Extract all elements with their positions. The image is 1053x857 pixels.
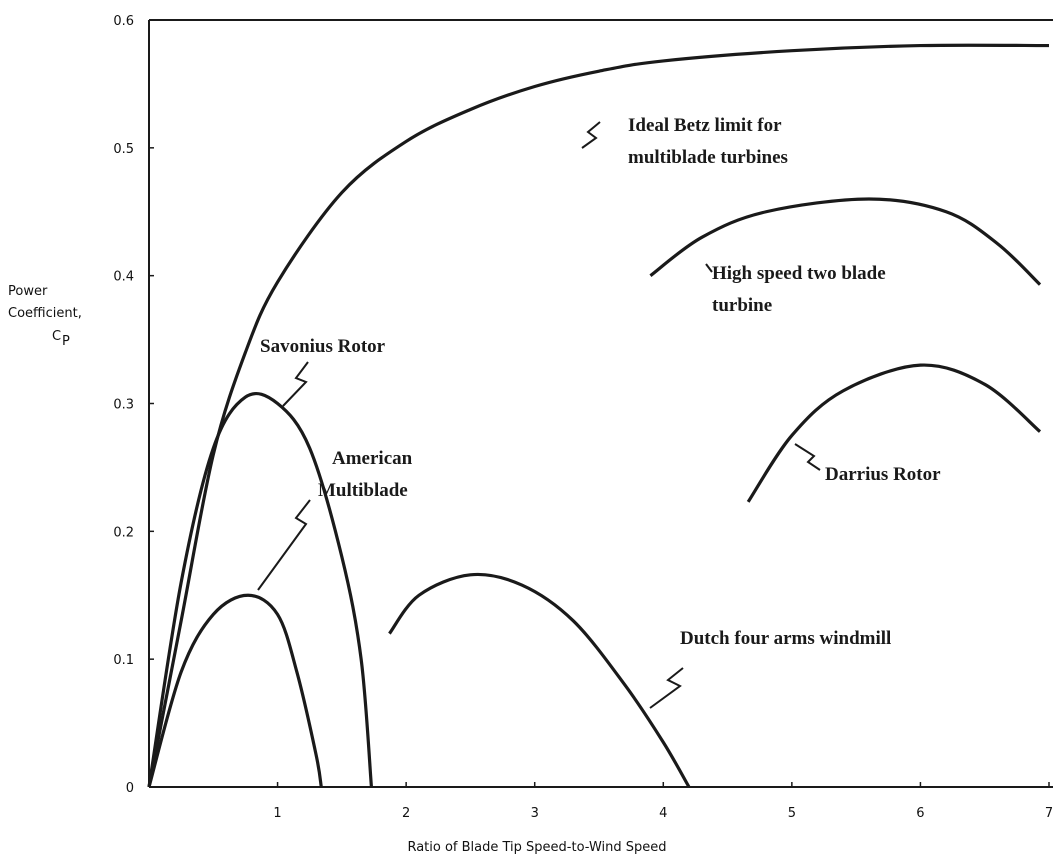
y-axis-label: Power	[8, 284, 48, 299]
y-tick-label: 0.4	[113, 270, 134, 285]
curve-label: Savonius Rotor	[260, 336, 386, 357]
x-tick-label: 7	[1045, 806, 1053, 821]
curve-label: Dutch four arms windmill	[680, 628, 891, 649]
curve-label: Darrius Rotor	[825, 464, 941, 485]
curve-label: turbine	[712, 295, 772, 316]
y-tick-label: 0.2	[113, 525, 134, 540]
x-axis-label: Ratio of Blade Tip Speed-to-Wind Speed	[407, 840, 666, 855]
y-axis-label: Coefficient,	[8, 306, 82, 321]
curve	[746, 363, 1042, 503]
curve-label: American	[332, 448, 413, 469]
curve-label: Ideal Betz limit for	[628, 115, 782, 136]
y-tick-label: 0.5	[113, 142, 134, 157]
pointer	[257, 121, 821, 709]
x-tick-label: 2	[402, 806, 410, 821]
curve	[147, 392, 374, 788]
y-tick-label: 0.3	[113, 398, 134, 413]
x-tick-label: 3	[531, 806, 539, 821]
curve	[147, 593, 323, 788]
x-tick-label: 6	[916, 806, 924, 821]
curve-label: Multiblade	[318, 480, 408, 501]
x-tick-label: 5	[788, 806, 796, 821]
curve	[388, 572, 691, 788]
y-tick-label: 0.1	[113, 653, 134, 668]
curve-label: High speed two blade	[712, 263, 886, 284]
y-axis-symbol: C	[52, 329, 61, 344]
y-tick-label: 0.6	[113, 14, 134, 29]
curve	[147, 43, 1050, 788]
y-axis-subscript: P	[62, 334, 70, 349]
x-tick-label: 4	[659, 806, 667, 821]
curve-label: multiblade turbines	[628, 147, 788, 168]
curve	[649, 197, 1042, 286]
x-tick-label: 1	[273, 806, 281, 821]
y-tick-label: 0	[126, 781, 134, 796]
